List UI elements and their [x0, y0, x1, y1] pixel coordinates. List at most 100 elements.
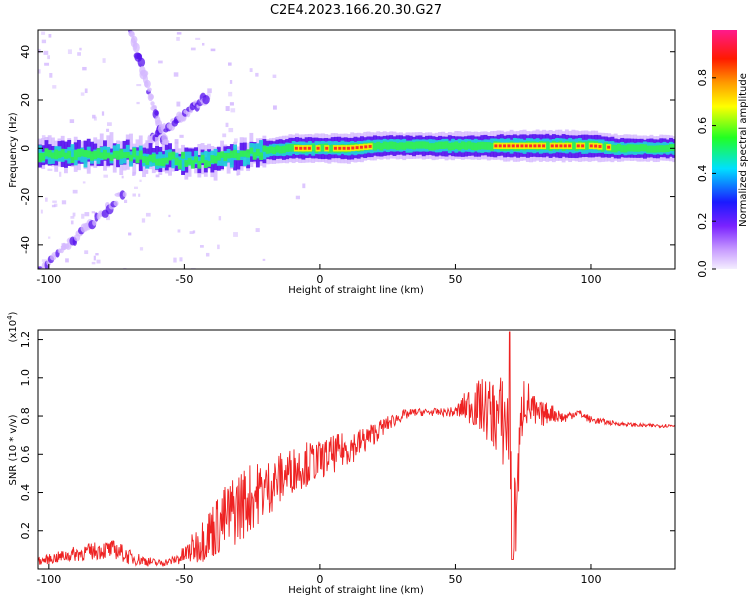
heat-band-cell [259, 140, 264, 156]
heat-band-cell [138, 150, 143, 160]
heat-band-cell [233, 149, 238, 159]
heat-band-cell [200, 154, 205, 164]
heat-band-cell [70, 144, 75, 158]
heat-band-cell [125, 151, 130, 159]
heat-speckle [41, 135, 46, 139]
y-tick-label: 0.8 [19, 407, 32, 425]
heat-band-cell [603, 142, 608, 151]
heat-speckle [51, 204, 56, 208]
spectrogram-xlabel: Height of straight line (km) [288, 285, 424, 296]
heat-band-cell [275, 145, 280, 153]
snr-frame [37, 329, 676, 570]
heat-band-cell [421, 141, 426, 149]
heat-speckle [45, 197, 48, 202]
heat-speckle [48, 34, 52, 38]
heat-core-red [303, 146, 307, 150]
heat-band-cell [246, 149, 251, 158]
heat-speckle [173, 72, 179, 77]
heat-speckle [82, 66, 87, 71]
heat-band-cell [122, 152, 127, 158]
spectrogram-marks [38, 30, 675, 269]
heat-diagonal-blob [122, 191, 127, 198]
x-tick-label: -50 [175, 273, 193, 286]
heat-speckle [43, 50, 49, 55]
heat-band-cell [90, 151, 94, 161]
heat-band-cell [464, 142, 468, 150]
heat-band-cell [242, 150, 247, 167]
heat-band-cell [38, 145, 42, 161]
heat-core-red [533, 144, 537, 148]
colorbar-label: Normalized spectral amplitude [738, 73, 749, 227]
heat-band-cell [438, 141, 442, 149]
heat-speckle [302, 183, 306, 189]
heat-core-red [524, 144, 528, 148]
heat-speckle [48, 236, 51, 239]
heat-band-cell [649, 145, 654, 153]
x-tick-label: -50 [175, 573, 193, 586]
heat-core-red [333, 146, 337, 150]
heat-speckle [228, 91, 233, 97]
heat-band-cell [252, 152, 257, 160]
heat-band-cell [460, 141, 465, 150]
heat-speckle [132, 193, 136, 197]
heat-band-cell [119, 149, 124, 159]
snr-y-ticks: 0.2 0.4 0.6 0.8 1.0 1.2 [19, 331, 675, 540]
heat-band-cell [83, 149, 88, 158]
heat-band-cell [662, 145, 667, 153]
heat-speckle [228, 127, 234, 133]
heat-band-cell [386, 142, 390, 150]
colorbar-tick-label: 0.8 [696, 69, 709, 87]
heat-speckle [249, 68, 253, 72]
heat-diagonal-blob [148, 94, 155, 100]
heat-diagonal-blob [113, 200, 119, 207]
heat-band-cell [220, 152, 225, 166]
heat-core-red [316, 146, 320, 150]
heat-band-cell [51, 152, 55, 159]
heat-speckle [176, 36, 180, 41]
heat-speckle [38, 69, 41, 74]
heat-band-cell [672, 144, 675, 152]
heat-band-cell [616, 143, 621, 152]
heat-band-cell [80, 149, 85, 157]
heat-speckle [155, 174, 160, 178]
heat-speckle [53, 203, 58, 207]
heat-speckle [69, 119, 75, 124]
heat-speckle [176, 32, 182, 35]
heat-band-cell [473, 142, 478, 151]
heat-core-red [607, 145, 611, 149]
heat-band-cell [203, 160, 208, 169]
heat-speckle [41, 259, 47, 262]
heat-band-cell [171, 154, 176, 169]
heat-speckle [77, 52, 81, 56]
x-tick-label: 0 [316, 273, 323, 286]
snr-ylabel: SNR (10 * v/v) [8, 414, 19, 485]
heat-band-cell [168, 152, 172, 161]
heat-band-cell [584, 141, 589, 150]
heat-core-red [359, 145, 363, 149]
heat-band-cell [265, 146, 270, 154]
heat-band-cell [116, 144, 120, 156]
heat-speckle [40, 209, 43, 214]
heat-speckle [65, 258, 69, 263]
heat-speckle [228, 62, 232, 66]
heat-speckle [229, 102, 234, 106]
heat-speckle [139, 179, 142, 182]
heat-speckle [38, 48, 41, 54]
heat-diagonal-blob [150, 101, 155, 106]
heat-band-cell [486, 142, 491, 150]
heat-core-red [563, 144, 567, 148]
heat-band-cell [158, 158, 163, 166]
heat-band-cell [285, 144, 290, 152]
heat-speckle [84, 88, 88, 94]
heat-diagonal-blob [132, 42, 140, 53]
heat-core-red [555, 144, 559, 148]
heat-speckle [47, 168, 53, 171]
heat-band-cell [190, 160, 195, 169]
heat-band-cell [483, 142, 488, 150]
heat-speckle [93, 255, 96, 261]
heat-band-cell [38, 152, 42, 163]
heat-band-cell [223, 152, 228, 162]
spectrogram-x-ticks: -100 -50 0 50 100 [36, 264, 601, 286]
heat-band-cell [109, 154, 114, 162]
heat-band-cell [571, 141, 576, 151]
